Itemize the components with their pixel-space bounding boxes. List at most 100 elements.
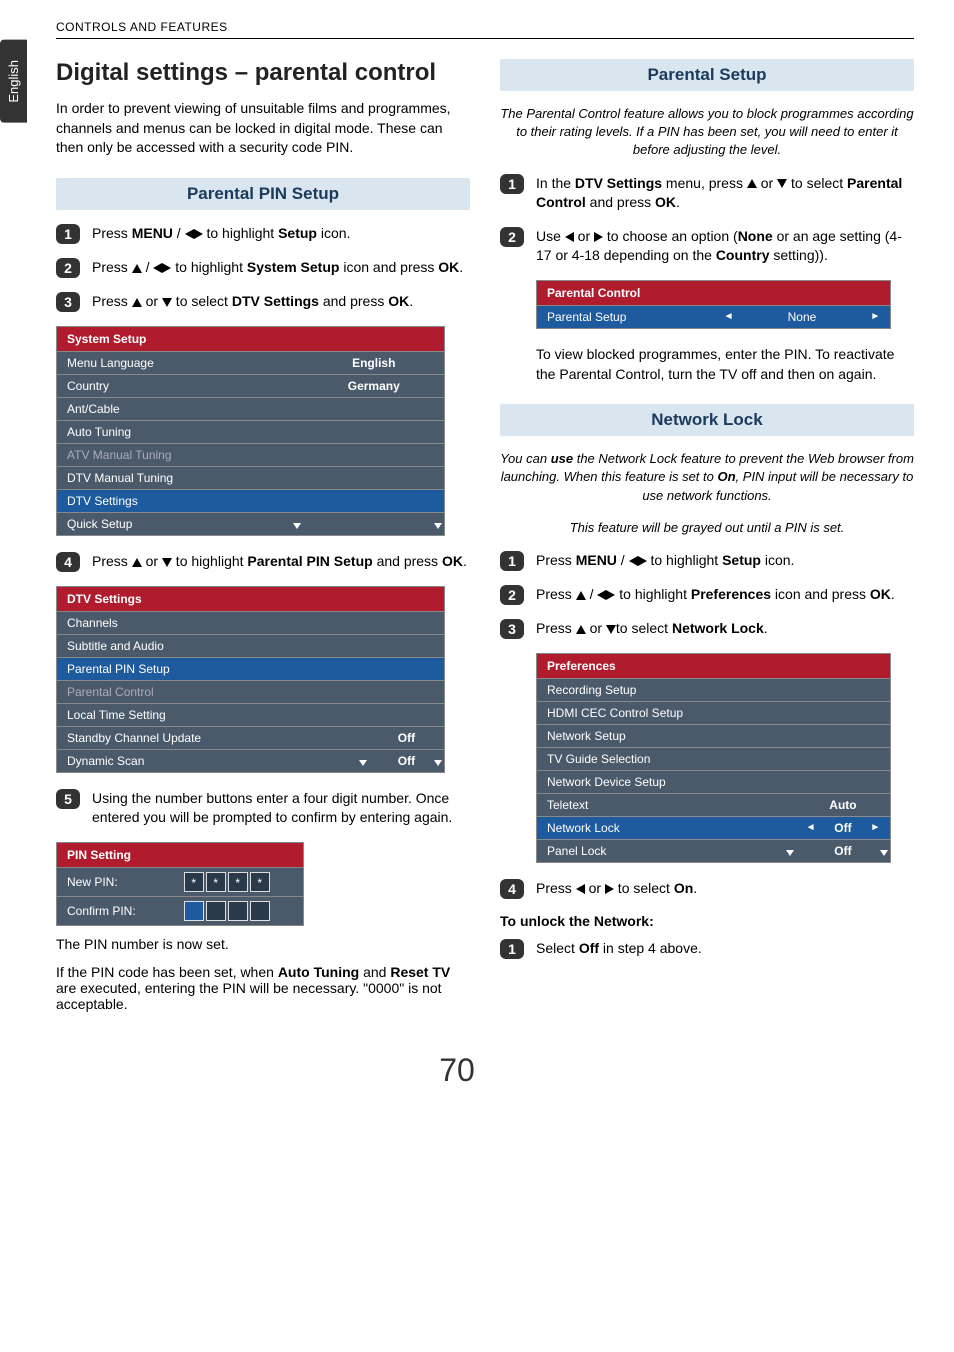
menu-row-value bbox=[369, 680, 445, 703]
right-arrow-icon bbox=[638, 556, 647, 566]
pc-row-value: ◄None► bbox=[714, 305, 891, 328]
step-text: Using the number buttons enter a four di… bbox=[92, 789, 470, 828]
step-row: 2 Use or to choose an option (None or an… bbox=[500, 227, 914, 266]
menu-row-value bbox=[796, 701, 891, 724]
menu-title: DTV Settings bbox=[57, 587, 444, 611]
step-text: Press or to select Network Lock. bbox=[536, 619, 914, 639]
preferences-label: Preferences bbox=[691, 586, 771, 602]
step-text: Press or to highlight Parental PIN Setup… bbox=[92, 552, 470, 572]
step-number-icon: 4 bbox=[56, 552, 80, 572]
menu-row-value bbox=[369, 634, 445, 657]
menu-row-label: Network Device Setup bbox=[537, 770, 796, 793]
menu-label: MENU bbox=[576, 552, 617, 568]
step-row: 1 Select Off in step 4 above. bbox=[500, 939, 914, 959]
menu-row-value: English bbox=[303, 351, 444, 374]
page-title: Digital settings – parental control bbox=[56, 59, 470, 87]
menu-row-value bbox=[303, 489, 444, 512]
off-label: Off bbox=[579, 940, 599, 956]
menu-row-label: Ant/Cable bbox=[57, 397, 303, 420]
ppin-label: Parental PIN Setup bbox=[247, 553, 372, 569]
pin-box bbox=[250, 901, 270, 921]
menu-row-label: Recording Setup bbox=[537, 678, 796, 701]
new-pin-boxes: * * * * bbox=[164, 867, 304, 896]
text: Press bbox=[92, 225, 132, 241]
down-arrow-icon bbox=[777, 179, 787, 188]
nl-note2: This feature will be grayed out until a … bbox=[500, 519, 914, 537]
none-label: None bbox=[738, 228, 773, 244]
step-text: Press MENU / to highlight Setup icon. bbox=[92, 224, 470, 244]
menu-row-value: ◄Off► bbox=[796, 816, 891, 839]
text: Press bbox=[92, 293, 132, 309]
step-row: 5 Using the number buttons enter a four … bbox=[56, 789, 470, 828]
reset-tv-label: Reset TV bbox=[390, 964, 450, 980]
system-setup-label: System Setup bbox=[247, 259, 340, 275]
text: Press bbox=[92, 553, 132, 569]
dtv-label: DTV Settings bbox=[575, 175, 662, 191]
pin-setting-menu: PIN Setting New PIN: * * * * Confirm PIN… bbox=[56, 842, 304, 926]
up-arrow-icon bbox=[576, 625, 586, 634]
system-setup-menu: System SetupMenu LanguageEnglishCountryG… bbox=[56, 326, 445, 536]
view-blocked-text: To view blocked programmes, enter the PI… bbox=[536, 345, 914, 384]
menu-row-value bbox=[796, 678, 891, 701]
pc-row-label: Parental Setup bbox=[537, 305, 714, 328]
pin-box: * bbox=[206, 872, 226, 892]
network-lock-label: Network Lock bbox=[672, 620, 764, 636]
menu-row-label: Network Setup bbox=[537, 724, 796, 747]
page-header: CONTROLS AND FEATURES bbox=[56, 20, 914, 39]
menu-row-label: Menu Language bbox=[57, 351, 303, 374]
confirm-pin-label: Confirm PIN: bbox=[57, 896, 164, 925]
menu-row-label: Dynamic Scan bbox=[57, 749, 369, 772]
left-arrow-icon bbox=[185, 229, 194, 239]
unlock-heading: To unlock the Network: bbox=[500, 913, 914, 929]
step-text: Press or to select On. bbox=[536, 879, 914, 899]
menu-row-value: Off bbox=[796, 839, 891, 862]
right-arrow-icon bbox=[594, 232, 603, 242]
up-arrow-icon bbox=[747, 179, 757, 188]
step-number-icon: 1 bbox=[56, 224, 80, 244]
language-tab: English bbox=[0, 40, 27, 123]
dtv-label: DTV Settings bbox=[232, 293, 319, 309]
text: . bbox=[409, 293, 413, 309]
pin-box bbox=[228, 901, 248, 921]
text: and press bbox=[373, 553, 442, 569]
section-parental-pin-setup: Parental PIN Setup bbox=[56, 178, 470, 210]
step-row: 1 Press MENU / to highlight Setup icon. bbox=[500, 551, 914, 571]
left-arrow-icon bbox=[576, 884, 585, 894]
use-label: use bbox=[551, 451, 573, 466]
menu-row-label: DTV Settings bbox=[57, 489, 303, 512]
left-arrow-icon bbox=[565, 232, 574, 242]
step-text: Press / to highlight Preferences icon an… bbox=[536, 585, 914, 605]
pin-box bbox=[184, 901, 204, 921]
preferences-menu: PreferencesRecording SetupHDMI CEC Contr… bbox=[536, 653, 891, 863]
menu-row-label: ATV Manual Tuning bbox=[57, 443, 303, 466]
step-text: Select Off in step 4 above. bbox=[536, 939, 914, 959]
step-number-icon: 5 bbox=[56, 789, 80, 809]
step-row: 1 Press MENU / to highlight Setup icon. bbox=[56, 224, 470, 244]
ok-label: OK bbox=[655, 194, 676, 210]
menu-row-label: Country bbox=[57, 374, 303, 397]
step-number-icon: 3 bbox=[56, 292, 80, 312]
parental-note: The Parental Control feature allows you … bbox=[500, 105, 914, 160]
menu-row-value bbox=[303, 420, 444, 443]
menu-row-label: Channels bbox=[57, 611, 369, 634]
left-column: Digital settings – parental control In o… bbox=[56, 59, 470, 1012]
down-arrow-icon bbox=[606, 625, 616, 634]
text: to select bbox=[172, 293, 232, 309]
right-arrow-icon bbox=[605, 884, 614, 894]
ok-label: OK bbox=[438, 259, 459, 275]
menu-row-value: Germany bbox=[303, 374, 444, 397]
menu-row-label: TV Guide Selection bbox=[537, 747, 796, 770]
menu-row-label: Local Time Setting bbox=[57, 703, 369, 726]
step-number-icon: 1 bbox=[500, 551, 524, 571]
text: . bbox=[463, 553, 467, 569]
menu-row-value bbox=[303, 397, 444, 420]
right-arrow-icon bbox=[162, 263, 171, 273]
up-arrow-icon bbox=[132, 264, 142, 273]
pin-note-text: If the PIN code has been set, when Auto … bbox=[56, 964, 470, 1012]
text: to highlight bbox=[171, 259, 247, 275]
menu-row-label: Subtitle and Audio bbox=[57, 634, 369, 657]
page-number: 70 bbox=[0, 1052, 914, 1089]
text: or bbox=[142, 553, 162, 569]
step-number-icon: 2 bbox=[500, 227, 524, 247]
step-number-icon: 1 bbox=[500, 174, 524, 194]
